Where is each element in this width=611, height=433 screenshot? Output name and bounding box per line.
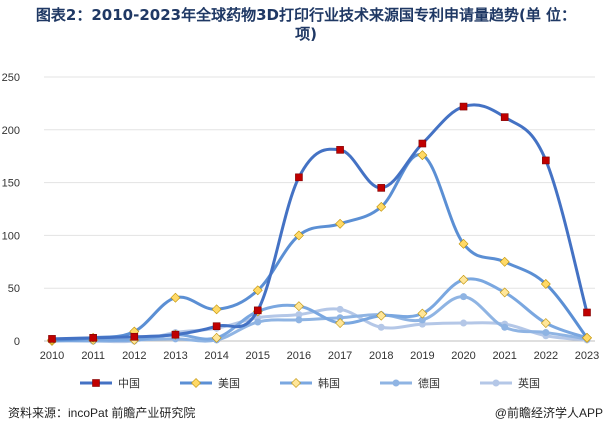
x-tick-label: 2010 — [40, 350, 64, 362]
data-point-韩国 — [293, 301, 304, 312]
data-point-韩国 — [540, 318, 551, 328]
data-point-德国 — [295, 316, 303, 324]
data-point-美国 — [458, 238, 469, 249]
x-tick-label: 2018 — [369, 350, 393, 362]
y-tick-label: 50 — [8, 283, 20, 295]
y-tick-label: 250 — [2, 72, 20, 84]
legend-swatch — [180, 378, 212, 388]
data-point-中国 — [418, 139, 427, 148]
data-point-中国 — [48, 335, 56, 343]
x-tick-label: 2022 — [534, 350, 558, 362]
x-tick-label: 2016 — [287, 350, 311, 362]
x-tick-label: 2020 — [451, 350, 475, 362]
legend-item: 韩国 — [278, 374, 340, 392]
chart-legend: 中国 美国 韩国 德国 英国 — [0, 374, 611, 392]
data-point-中国 — [336, 146, 344, 154]
data-point-德国 — [254, 318, 262, 326]
data-point-中国 — [377, 184, 386, 192]
brand-note: @前瞻经济学人APP — [494, 406, 603, 420]
data-point-韩国 — [211, 332, 222, 343]
data-point-中国 — [253, 306, 262, 315]
chart-title-line2: 项) — [295, 25, 317, 43]
data-point-韩国 — [376, 310, 387, 321]
y-tick-label: 200 — [2, 125, 20, 137]
x-tick-label: 2011 — [81, 350, 105, 362]
data-point-中国 — [583, 308, 591, 317]
data-point-韩国 — [458, 274, 469, 285]
x-tick-label: 2019 — [410, 350, 434, 362]
data-point-中国 — [459, 102, 468, 111]
data-point-德国 — [336, 314, 344, 322]
x-tick-label: 2023 — [575, 350, 599, 362]
data-point-德国 — [418, 316, 426, 324]
series-line-中国 — [50, 103, 589, 341]
legend-swatch — [380, 379, 412, 387]
data-point-美国 — [335, 218, 346, 229]
data-point-德国 — [501, 323, 509, 331]
data-point-美国 — [499, 256, 510, 267]
legend-label: 德国 — [418, 378, 440, 390]
legend-label: 美国 — [218, 378, 240, 390]
y-tick-label: 150 — [2, 178, 20, 190]
data-point-中国 — [130, 332, 139, 341]
data-point-韩国 — [499, 287, 510, 298]
chart-title-line1: 图表2：2010-2023年全球药物3D打印行业技术来源国专利申请量趋势(单 位… — [35, 6, 577, 24]
legend-item: 英国 — [478, 374, 540, 392]
x-tick-label: 2014 — [204, 350, 228, 362]
data-point-中国 — [542, 156, 550, 165]
legend-item: 美国 — [178, 374, 240, 392]
data-point-德国 — [542, 329, 550, 337]
data-point-韩国 — [417, 308, 428, 319]
data-point-中国 — [212, 322, 221, 331]
legend-label: 中国 — [118, 378, 140, 390]
x-tick-label: 2015 — [246, 350, 270, 362]
legend-swatch — [480, 379, 512, 387]
data-point-英国 — [295, 311, 303, 319]
data-point-英国 — [377, 323, 385, 331]
data-point-中国 — [295, 173, 303, 182]
series-line-美国 — [50, 153, 589, 342]
source-note: 资料来源：incoPat 前瞻产业研究院 — [8, 406, 196, 420]
legend-label: 英国 — [518, 378, 540, 390]
data-point-美国 — [293, 230, 304, 241]
data-point-英国 — [460, 319, 468, 327]
legend-item: 德国 — [378, 374, 440, 392]
data-point-中国 — [89, 334, 97, 342]
data-point-美国 — [417, 150, 428, 161]
x-tick-label: 2017 — [328, 350, 352, 362]
data-point-美国 — [582, 332, 592, 343]
legend-item: 中国 — [78, 374, 140, 392]
data-point-美国 — [170, 292, 181, 303]
legend-label: 韩国 — [318, 378, 340, 390]
data-point-美国 — [376, 201, 387, 212]
data-point-美国 — [540, 279, 551, 289]
data-point-中国 — [500, 113, 509, 121]
x-tick-label: 2012 — [122, 350, 146, 362]
data-point-美国 — [211, 304, 222, 315]
chart-title: 图表2：2010-2023年全球药物3D打印行业技术来源国专利申请量趋势(单 位… — [8, 6, 604, 44]
y-tick-label: 100 — [2, 230, 20, 242]
data-point-韩国 — [335, 318, 346, 328]
x-tick-label: 2013 — [163, 350, 187, 362]
data-point-英国 — [336, 305, 344, 313]
y-tick-label: 0 — [14, 336, 20, 348]
data-point-德国 — [460, 293, 468, 301]
x-tick-label: 2021 — [492, 350, 516, 362]
legend-swatch — [80, 379, 112, 387]
legend-swatch — [280, 378, 312, 388]
data-point-美国 — [252, 285, 263, 296]
data-point-中国 — [171, 330, 180, 339]
